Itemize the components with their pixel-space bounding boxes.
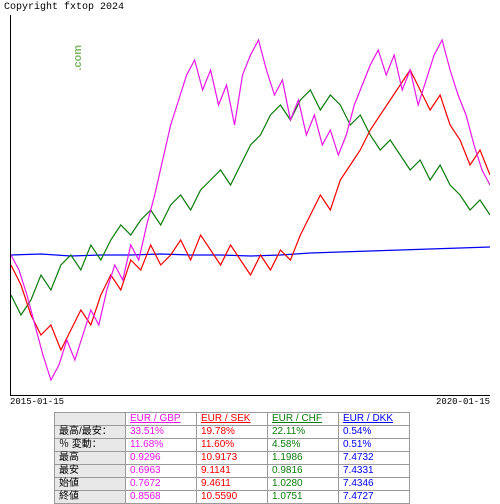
copyright-text: Copyright fxtop 2024 (4, 2, 124, 13)
row-label (55, 413, 126, 426)
table-row: 最安0.69639.11410.98167.4331 (55, 465, 410, 478)
series-eur-sek (11, 70, 490, 350)
table-cell: 1.0751 (268, 491, 339, 504)
table-cell: 11.60% (197, 439, 268, 452)
table-cell: 1.0280 (268, 478, 339, 491)
table-cell: 0.6963 (126, 465, 197, 478)
logo-suffix: .com (72, 45, 84, 71)
table-row: 最高0.929610.91731.19867.4732 (55, 452, 410, 465)
table-row: 始値0.76729.46111.02807.4346 (55, 478, 410, 491)
table-cell: 10.5590 (197, 491, 268, 504)
table-cell: 1.1986 (268, 452, 339, 465)
x-axis-start: 2015-01-15 (10, 397, 64, 407)
table-cell: 33.51% (126, 426, 197, 439)
table-cell: 7.4727 (339, 491, 410, 504)
line-chart (11, 15, 490, 395)
table-cell: 9.4611 (197, 478, 268, 491)
table-cell: 0.54% (339, 426, 410, 439)
series-eur-dkk (11, 247, 490, 256)
chart-area (10, 15, 490, 396)
row-label: 終値 (55, 491, 126, 504)
table-row: EUR / GBPEUR / SEKEUR / CHFEUR / DKK (55, 413, 410, 426)
row-label: 最安 (55, 465, 126, 478)
table-cell: EUR / GBP (126, 413, 197, 426)
table-cell: 9.1141 (197, 465, 268, 478)
table-cell: 0.9816 (268, 465, 339, 478)
table-cell: 0.51% (339, 439, 410, 452)
table-cell: EUR / CHF (268, 413, 339, 426)
table-cell: 0.7672 (126, 478, 197, 491)
x-axis-end: 2020-01-15 (436, 397, 490, 407)
row-label: 最高/最安： (55, 426, 126, 439)
series-eur-chf (11, 90, 490, 315)
table-row: 最高/最安：33.51%19.78%22.11%0.54% (55, 426, 410, 439)
row-label: ％ 変動： (55, 439, 126, 452)
series-eur-gbp (11, 40, 490, 380)
table-cell: 7.4732 (339, 452, 410, 465)
table-cell: 19.78% (197, 426, 268, 439)
table-row: 終値0.856810.55901.07517.4727 (55, 491, 410, 504)
table-cell: 10.9173 (197, 452, 268, 465)
row-label: 始値 (55, 478, 126, 491)
table-cell: 0.8568 (126, 491, 197, 504)
table-cell: EUR / DKK (339, 413, 410, 426)
table-cell: 4.58% (268, 439, 339, 452)
table-cell: EUR / SEK (197, 413, 268, 426)
table-cell: 7.4331 (339, 465, 410, 478)
table-cell: 22.11% (268, 426, 339, 439)
row-label: 最高 (55, 452, 126, 465)
table-row: ％ 変動：11.68%11.60%4.58%0.51% (55, 439, 410, 452)
table-cell: 11.68% (126, 439, 197, 452)
stats-table: EUR / GBPEUR / SEKEUR / CHFEUR / DKK最高/最… (54, 412, 410, 504)
table-cell: 0.9296 (126, 452, 197, 465)
table-cell: 7.4346 (339, 478, 410, 491)
